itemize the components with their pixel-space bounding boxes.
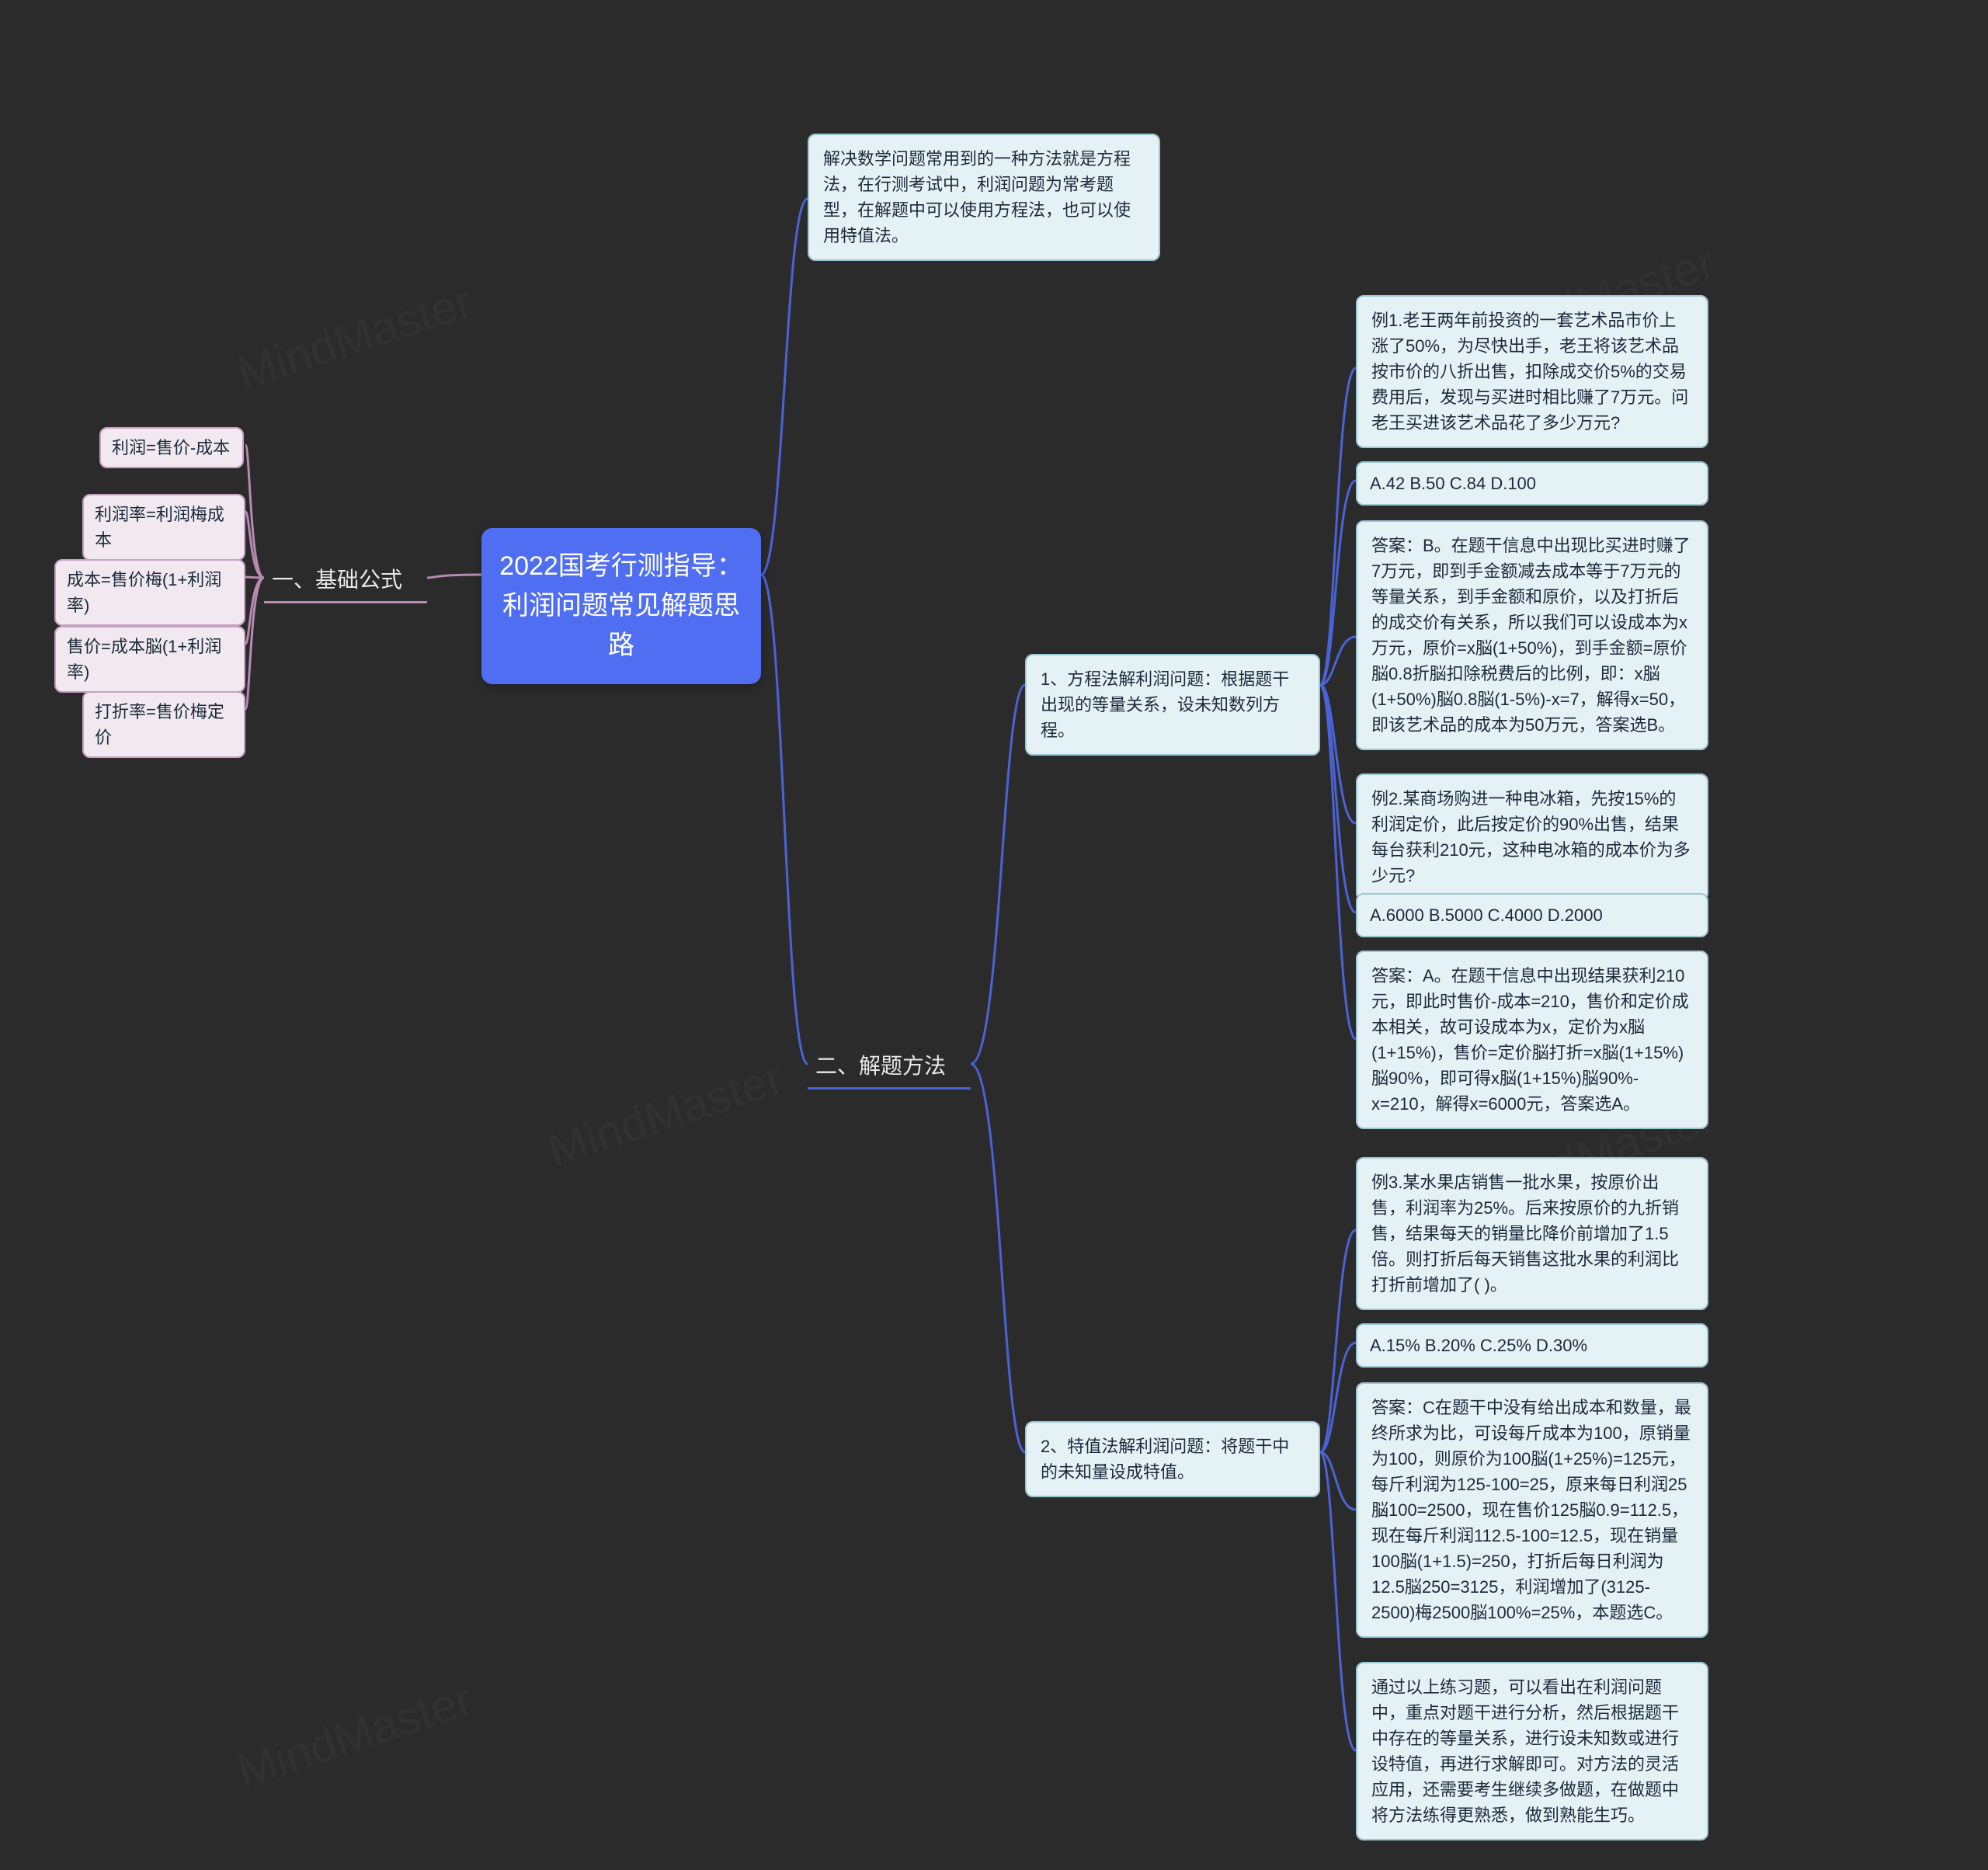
intro-note[interactable]: 解决数学问题常用到的一种方法就是方程法，在行测考试中，利润问题为常考题型，在解题… [808,134,1160,261]
method-equation[interactable]: 1、方程法解利润问题：根据题干出现的等量关系，设未知数列方程。 [1025,654,1320,756]
watermark: MindMaster [231,274,478,400]
example-leaf[interactable]: A.42 B.50 C.84 D.100 [1356,461,1708,506]
method-special-value[interactable]: 2、特值法解利润问题：将题干中的未知量设成特值。 [1025,1421,1320,1497]
example-leaf[interactable]: 例3.某水果店销售一批水果，按原价出售，利润率为25%。后来按原价的九折销售，结… [1356,1157,1708,1310]
example-leaf[interactable]: 通过以上练习题，可以看出在利润问题中，重点对题干进行分析，然后根据题干中存在的等… [1356,1662,1708,1840]
watermark: MindMaster [541,1051,789,1177]
example-leaf[interactable]: 答案：B。在题干信息中出现比买进时赚了7万元，即到手金额减去成本等于7万元的等量… [1356,520,1708,750]
formula-leaf[interactable]: 利润=售价-成本 [99,427,244,468]
formula-leaf[interactable]: 成本=售价梅(1+利润率) [54,559,245,626]
example-leaf[interactable]: 例1.老王两年前投资的一套艺术品市价上涨了50%，为尽快出手，老王将该艺术品按市… [1356,295,1708,448]
example-leaf[interactable]: 答案：A。在题干信息中出现结果获利210元，即此时售价-成本=210，售价和定价… [1356,951,1708,1129]
mindmap-canvas: MindMasterMindMasterMindMasterMindMaster… [0,0,1988,1870]
formula-leaf[interactable]: 打折率=售价梅定价 [82,691,245,758]
example-leaf[interactable]: A.15% B.20% C.25% D.30% [1356,1323,1708,1368]
root-node[interactable]: 2022国考行测指导：利润问题常见解题思路 [481,528,761,684]
watermark: MindMaster [231,1672,478,1798]
example-leaf[interactable]: A.6000 B.5000 C.4000 D.2000 [1356,893,1708,937]
branch-solution-methods[interactable]: 二、解题方法 [808,1045,971,1090]
example-leaf[interactable]: 答案：C在题干中没有给出成本和数量，最终所求为比，可设每斤成本为100，原销量为… [1356,1382,1708,1638]
formula-leaf[interactable]: 售价=成本脳(1+利润率) [54,626,245,693]
branch-basic-formulas[interactable]: 一、基础公式 [264,559,427,603]
example-leaf[interactable]: 例2.某商场购进一种电冰箱，先按15%的利润定价，此后按定价的90%出售，结果每… [1356,773,1708,901]
formula-leaf[interactable]: 利润率=利润梅成本 [82,494,245,561]
